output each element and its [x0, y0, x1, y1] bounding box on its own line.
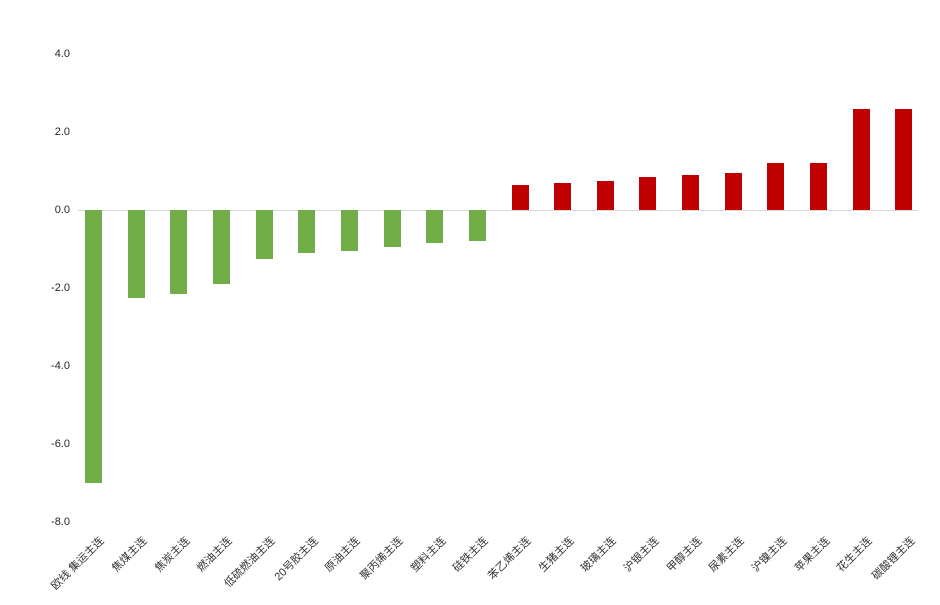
bar	[170, 210, 188, 294]
y-tick-label: -6.0	[51, 438, 70, 450]
y-tick-label: 2.0	[54, 126, 70, 138]
bar	[383, 210, 401, 248]
x-category-label: 原油主连	[323, 535, 363, 575]
y-tick-label: 4.0	[54, 48, 70, 60]
bar	[426, 210, 444, 244]
x-category-label: 焦炭主连	[152, 535, 193, 575]
bar	[298, 210, 316, 253]
x-category-label: 苹果主连	[792, 535, 833, 575]
bar	[895, 108, 913, 210]
x-category-label: 硅铁主连	[451, 535, 491, 575]
x-category-label: 碳酸锂主连	[869, 535, 918, 583]
x-category-label: 塑料主连	[408, 535, 449, 575]
bar	[724, 172, 742, 210]
x-category-label: 欧线 集运主连	[49, 535, 107, 593]
bar	[85, 210, 102, 483]
x-category-label: 生猪主连	[536, 535, 577, 575]
x-category-label: 20号胶主连	[271, 535, 321, 584]
bar	[682, 174, 700, 210]
bar	[340, 210, 358, 251]
bar	[767, 163, 785, 210]
bar	[852, 108, 870, 210]
x-category-label: 苯乙烯主连	[486, 535, 534, 583]
bar	[810, 163, 828, 210]
bar	[554, 182, 572, 210]
y-tick-label: 0.0	[54, 204, 70, 216]
x-category-label: 花生主连	[835, 535, 875, 575]
x-category-label: 沪银主连	[621, 535, 662, 575]
bar	[596, 180, 614, 210]
y-tick-label: -8.0	[51, 516, 70, 528]
y-tick-label: -2.0	[51, 282, 70, 294]
x-category-label: 甲醇主连	[664, 535, 705, 575]
x-category-label: 燃油主连	[195, 535, 235, 575]
x-category-label: 沪镍主连	[749, 535, 790, 575]
bar	[511, 184, 529, 210]
bar	[255, 210, 273, 259]
zero-gridline	[78, 210, 918, 211]
bar	[212, 210, 230, 285]
y-tick-label: -4.0	[51, 360, 70, 372]
x-category-label: 聚丙烯主连	[358, 535, 406, 583]
bar	[639, 176, 657, 210]
bar	[127, 210, 145, 298]
x-category-label: 玻璃主连	[579, 535, 619, 575]
bar	[468, 210, 486, 242]
x-category-label: 焦煤主连	[110, 535, 150, 575]
x-category-label: 尿素主连	[707, 535, 747, 575]
